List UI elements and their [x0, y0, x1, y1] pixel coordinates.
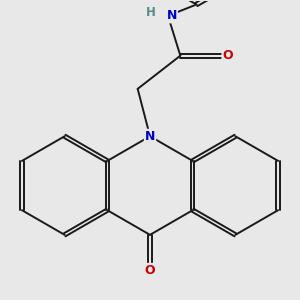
Text: O: O: [145, 264, 155, 277]
Text: N: N: [145, 130, 155, 143]
Text: N: N: [167, 9, 177, 22]
Text: O: O: [222, 49, 233, 62]
Text: H: H: [146, 6, 156, 19]
